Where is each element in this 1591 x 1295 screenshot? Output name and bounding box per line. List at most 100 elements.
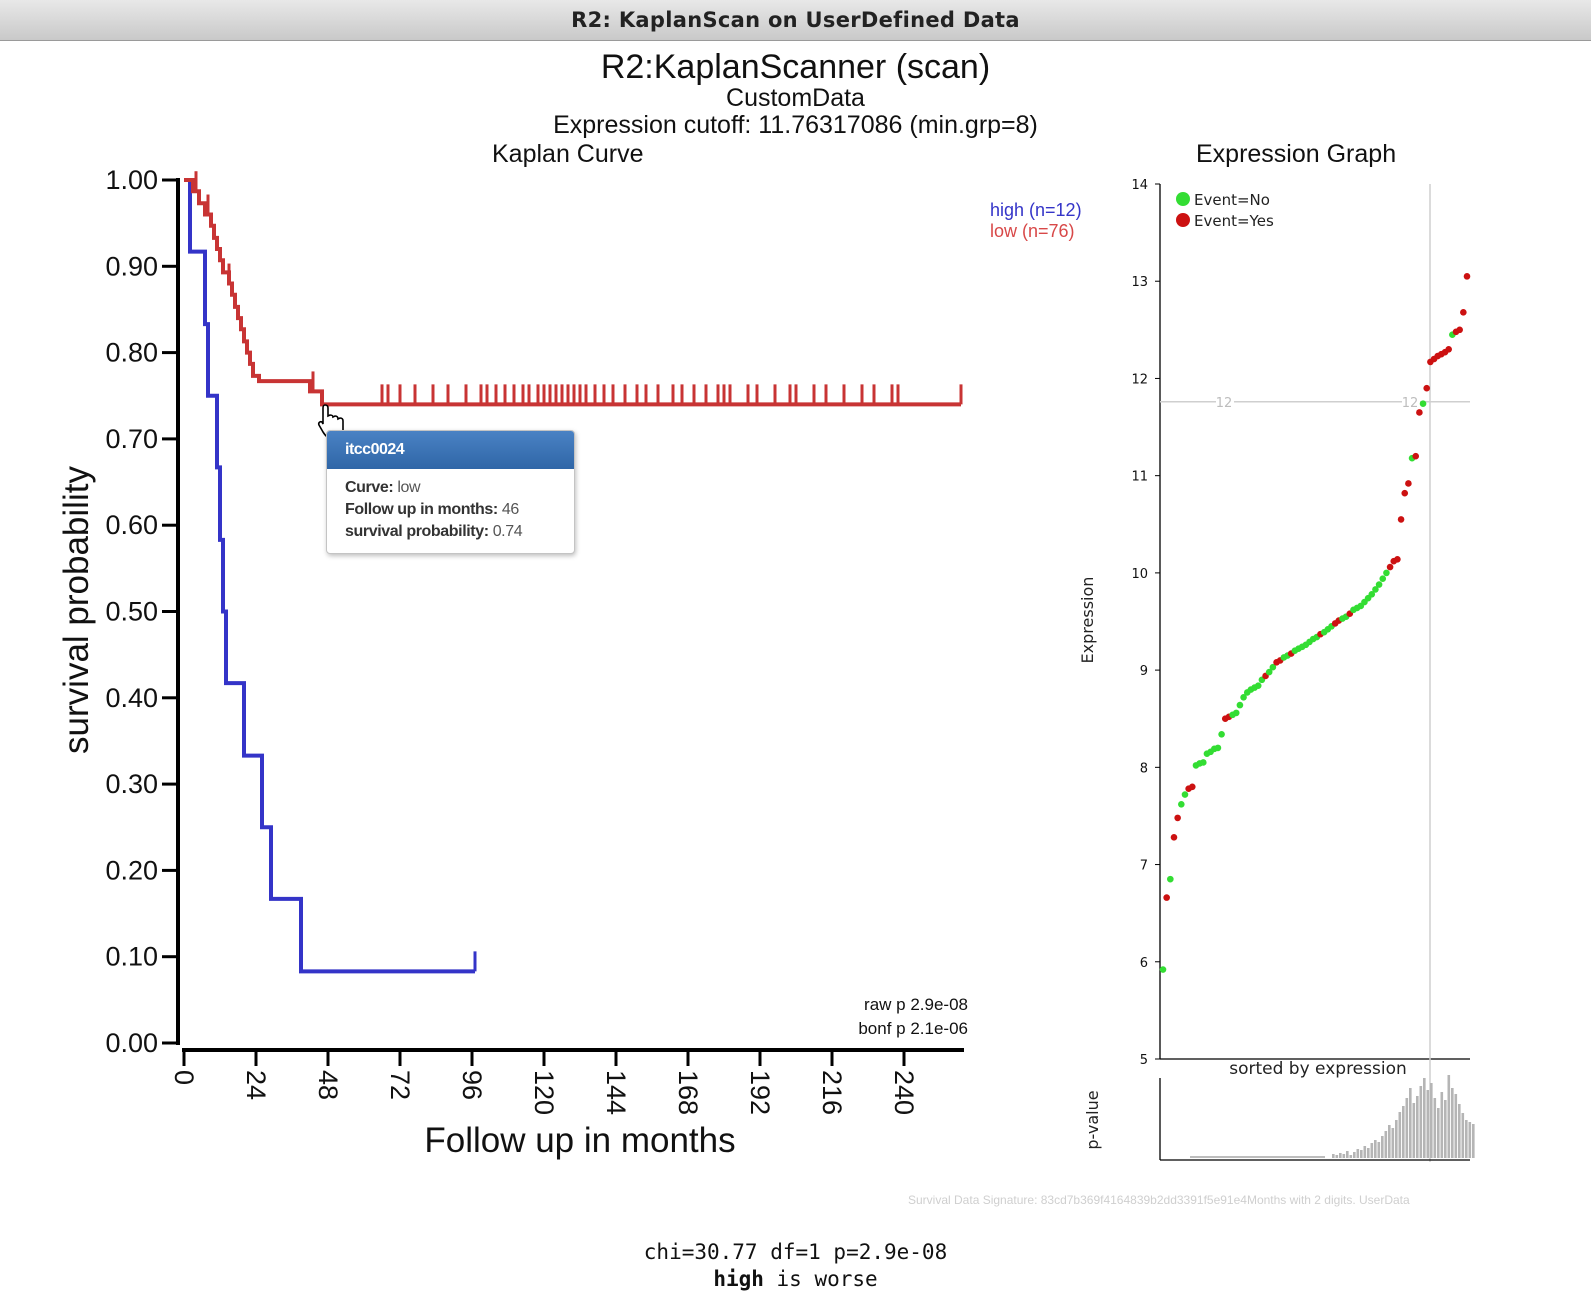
y-tick-label: 1.00 [105,165,158,195]
y-tick-label: 0.60 [105,510,158,540]
pvalue-bar [1402,1106,1405,1158]
worse-suffix: is worse [763,1267,878,1291]
high-survival-curve [184,178,475,974]
page-title: R2:KaplanScanner (scan) [600,48,991,86]
expression-graph-title: Expression Graph [1196,140,1397,168]
expression-point-event-no [1240,694,1247,701]
x-tick-label: 168 [673,1070,703,1115]
expression-point-event-yes [1386,563,1394,571]
tooltip-curve-label: Curve: [345,479,394,496]
expression-point-event-yes [1460,309,1467,316]
x-tick-label: 120 [529,1070,559,1115]
legend-event-no-marker [1176,192,1190,206]
y-tick-label: 0.30 [105,769,158,799]
pvalue-bar [1419,1086,1423,1158]
expression-point-event-yes [1189,783,1196,791]
expression-point-event-yes [1170,834,1178,841]
sample-tooltip: itcc0024 Curve: low Follow up in months:… [326,430,575,554]
pvalue-bar [1388,1125,1391,1158]
expression-point-event-no [1265,668,1273,676]
pvalue-bar [1381,1136,1384,1158]
y-tick-label: 0.90 [105,251,158,281]
pvalue-bar [1349,1155,1353,1158]
expression-point-event-no [1214,744,1222,752]
window-titlebar: R2: KaplanScan on UserDefined Data [0,0,1591,41]
expression-point-event-yes [1456,326,1463,334]
raw-p-value: raw p 2.9e-08 [864,995,968,1014]
y-tick-label: 0.80 [105,338,158,368]
pvalue-bar [1335,1155,1339,1158]
expression-point-event-no [1419,400,1427,408]
expression-point-event-yes [1423,384,1431,392]
x-tick-label: 0 [169,1070,199,1085]
x-tick-label: 240 [889,1070,919,1115]
expression-point-event-yes [1397,516,1405,523]
pvalue-bar [1409,1088,1412,1158]
expression-y-axis-title: Expression [1078,577,1097,664]
kaplan-curve-title: Kaplan Curve [492,140,644,168]
expression-y-tick-label: 10 [1131,567,1148,582]
cutoff-label-background [1402,394,1420,409]
pvalue-bar [1356,1149,1360,1158]
expression-point-event-no [1375,581,1383,588]
y-tick-label: 0.10 [105,942,158,972]
expression-point-event-yes [1174,814,1181,822]
pvalue-bar [1395,1120,1398,1158]
x-tick-label: 216 [817,1070,847,1115]
legend-event-yes-label: Event=Yes [1194,212,1274,230]
pvalue-bar [1412,1103,1416,1158]
expression-point-event-no [1372,586,1379,593]
pvalue-bar [1391,1128,1395,1158]
legend-event-no-label: Event=No [1194,191,1270,209]
window-title: R2: KaplanScan on UserDefined Data [571,8,1020,32]
pvalue-bar [1360,1150,1363,1158]
bonf-p-value: bonf p 2.1e-06 [858,1019,968,1038]
pvalue-bar [1339,1153,1342,1158]
y-tick-label: 0.70 [105,424,158,454]
expression-point-event-no [1232,709,1240,717]
tooltip-curve-value: low [397,479,421,496]
expression-y-tick-label: 8 [1140,761,1148,776]
pvalue-bar [1398,1112,1402,1158]
cutoff-label-background [1216,394,1234,409]
pvalue-bar [1472,1124,1475,1158]
expression-y-tick-label: 9 [1140,664,1148,679]
pvalue-bar [1342,1154,1346,1158]
expression-point-event-yes [1405,480,1412,487]
pvalue-bar [1370,1143,1374,1158]
pvalue-bar [1458,1104,1461,1158]
expression-point-event-yes [1463,273,1471,280]
x-tick-label: 48 [313,1070,343,1100]
pvalue-bar [1468,1122,1472,1158]
pvalue-bar [1430,1083,1433,1158]
survival-data-signature: Survival Data Signature: 83cd7b369f41648… [908,1193,1410,1207]
pvalue-bar [1461,1113,1465,1158]
y-tick-label: 0.20 [105,855,158,885]
expression-point-event-no [1181,791,1189,798]
chi-square-stats: chi=30.77 df=1 p=2.9e-08 [643,1240,948,1264]
tooltip-survival-value: 0.74 [492,523,523,540]
x-tick-label: 72 [385,1070,415,1100]
expression-point-event-no [1254,682,1262,689]
expression-point-event-no [1159,966,1167,973]
y-tick-label: 0.50 [105,597,158,627]
expression-point-event-no [1368,590,1376,598]
expression-y-tick-label: 5 [1140,1053,1148,1068]
expression-point-event-no [1218,730,1225,738]
pvalue-bar [1374,1140,1377,1158]
expression-point-event-no [1236,701,1244,709]
worse-group: high [713,1267,764,1291]
pvalue-bar [1426,1090,1430,1158]
expression-point-event-yes [1445,345,1452,353]
page-subtitle: CustomData [726,84,865,112]
expression-point-event-no [1167,875,1174,883]
pvalue-bar [1447,1075,1451,1158]
expression-point-event-no [1269,663,1277,671]
expression-point-event-yes [1401,489,1409,497]
expression-point-event-yes [1412,452,1420,460]
expression-point-event-no [1383,569,1390,577]
expression-cutoff: Expression cutoff: 11.76317086 (min.grp=… [553,111,1038,139]
y-tick-label: 0.00 [105,1028,158,1058]
